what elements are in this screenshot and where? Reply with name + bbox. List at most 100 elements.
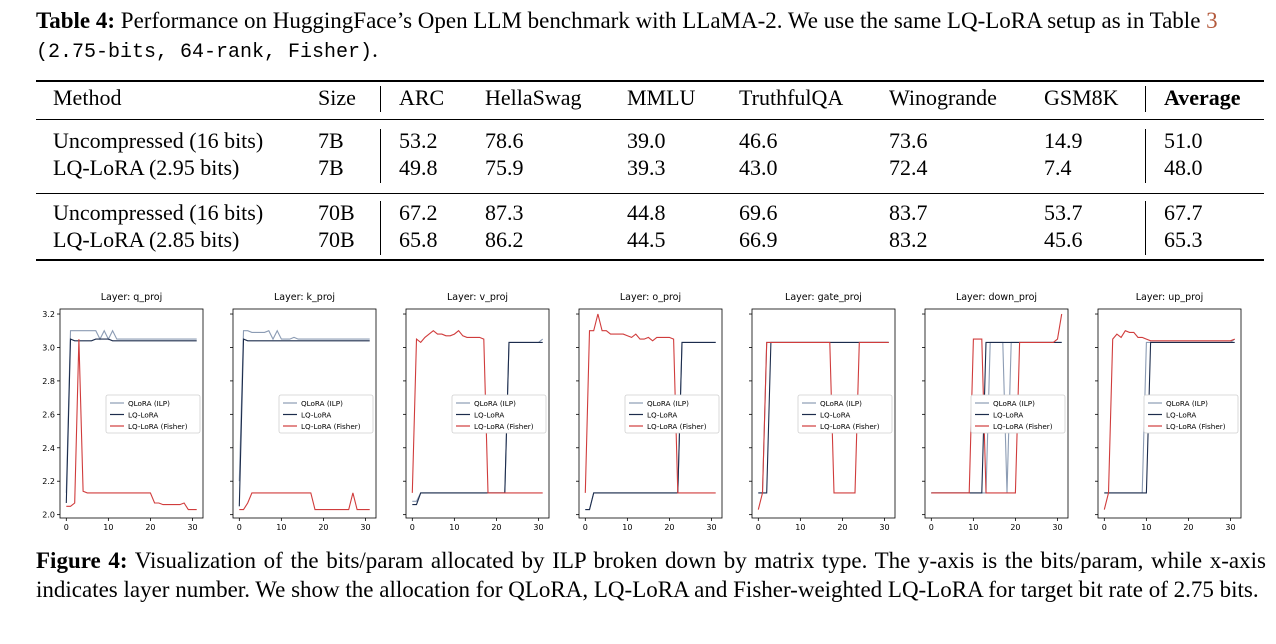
cell-hellaswag: 87.3 (485, 200, 524, 225)
x-tick-label: 30 (879, 523, 889, 532)
cell-method: Uncompressed (16 bits) (53, 128, 264, 153)
cell-truthfulqa: 66.9 (739, 227, 778, 252)
x-tick-label: 0 (583, 523, 588, 532)
cell-hellaswag: 78.6 (485, 128, 524, 153)
legend-label: LQ-LoRA (Fisher) (301, 422, 361, 431)
x-tick-label: 30 (1225, 523, 1235, 532)
x-tick-label: 10 (276, 523, 286, 532)
legend-label: LQ-LoRA (Fisher) (128, 422, 188, 431)
legend-label: QLoRA (ILP) (820, 399, 862, 408)
cell-method: LQ-LoRA (2.95 bits) (53, 155, 240, 180)
series-line (65, 329, 197, 493)
group-1-divider-right (1145, 129, 1146, 183)
plot-title: Layer: k_proj (274, 292, 335, 303)
plot-title: Layer: q_proj (101, 292, 163, 303)
header-divider-right (1145, 86, 1146, 112)
legend-box (1143, 394, 1239, 434)
plot-panel: Layer: gate_proj 0 10 20 30 QLoRA (ILP) LQ-LoR… (749, 292, 896, 532)
figure-caption-text: Visualization of the bits/param allocate… (36, 548, 1266, 602)
header-arc: ARC (399, 85, 445, 110)
cell-method: Uncompressed (16 bits) (53, 200, 264, 225)
y-tick-label: 2.2 (42, 477, 55, 486)
x-tick-label: 20 (1183, 523, 1193, 532)
series-line (757, 341, 889, 510)
x-tick-label: 0 (410, 523, 415, 532)
plot-title: Layer: o_proj (620, 292, 681, 303)
series-line (931, 313, 1063, 494)
table-header-rule (36, 119, 1264, 120)
legend-label: LQ-LoRA (Fisher) (993, 422, 1053, 431)
table-group-rule (36, 193, 1264, 194)
cell-truthfulqa: 43.0 (739, 155, 778, 180)
legend-label: LQ-LoRA (647, 410, 677, 419)
cell-average: 51.0 (1164, 128, 1203, 153)
legend-label: LQ-LoRA (Fisher) (474, 422, 534, 431)
plot-panel: Layer: q_proj 0 10 20 30 2.0 2.2 2.4 2.6 2.8 3.0 3.… (42, 292, 204, 532)
cell-mmlu: 44.5 (627, 227, 666, 252)
legend-label: QLoRA (ILP) (128, 399, 170, 408)
cell-truthfulqa: 69.6 (739, 200, 778, 225)
y-tick-label: 2.4 (42, 444, 55, 453)
x-tick-label: 10 (622, 523, 632, 532)
plot-title: Layer: v_proj (447, 292, 508, 303)
plot-panel: Layer: v_proj 0 10 20 30 QLoRA (ILP) LQ-LoRA LQ… (403, 292, 550, 532)
y-tick-label: 3.2 (42, 310, 55, 319)
header-gsm8k: GSM8K (1044, 85, 1119, 110)
legend-label: LQ-LoRA (128, 410, 158, 419)
cell-gsm8k: 53.7 (1044, 200, 1083, 225)
plot-panel: Layer: k_proj 0 10 20 30 QLoRA (ILP) LQ-LoRA LQ… (230, 292, 377, 532)
x-tick-label: 20 (1010, 523, 1020, 532)
header-divider-left (380, 86, 381, 112)
setup-parameters: (2.75-bits, 64-rank, Fisher) (36, 41, 373, 64)
cell-average: 48.0 (1164, 155, 1203, 180)
cell-hellaswag: 75.9 (485, 155, 524, 180)
legend-box (451, 394, 547, 434)
plot-panel: Layer: o_proj 0 10 20 30 QLoRA (ILP) LQ-LoRA LQ… (576, 292, 723, 532)
x-tick-label: 10 (449, 523, 459, 532)
x-tick-label: 20 (145, 523, 155, 532)
x-tick-label: 30 (706, 523, 716, 532)
cell-gsm8k: 45.6 (1044, 227, 1083, 252)
table-top-rule (36, 80, 1264, 82)
legend-label: LQ-LoRA (Fisher) (1166, 422, 1226, 431)
series-line (584, 313, 716, 494)
legend-box (105, 394, 201, 434)
x-tick-label: 10 (103, 523, 113, 532)
series-line (238, 338, 370, 507)
legend-label: QLoRA (ILP) (647, 399, 689, 408)
series-line (1103, 330, 1235, 510)
series-line (412, 341, 543, 506)
cell-size: 7B (318, 128, 344, 153)
header-size: Size (318, 85, 356, 110)
legend-label: LQ-LoRA (993, 410, 1023, 419)
plot-title: Layer: down_proj (956, 292, 1037, 303)
x-tick-label: 0 (64, 523, 69, 532)
caption-period: . (372, 37, 378, 62)
cell-average: 67.7 (1164, 200, 1203, 225)
table-label: Table 4: (36, 8, 116, 33)
x-tick-label: 0 (756, 523, 761, 532)
legend-label: LQ-LoRA (820, 410, 850, 419)
cell-mmlu: 39.0 (627, 128, 666, 153)
y-tick-label: 3.0 (42, 343, 55, 352)
table-reference-link[interactable]: 3 (1206, 8, 1218, 33)
x-tick-label: 10 (795, 523, 805, 532)
legend-box (970, 394, 1066, 434)
group-1-divider-left (380, 129, 381, 183)
series-line (1104, 341, 1235, 494)
cell-arc: 49.8 (399, 155, 438, 180)
bit-allocation-plots: Layer: q_proj 0 10 20 30 2.0 2.2 2.4 2.6 2.8 3.0 3.… (42, 292, 1242, 532)
legend-label: LQ-LoRA (1166, 410, 1196, 419)
series-line (238, 329, 370, 482)
series-line (411, 329, 543, 494)
cell-size: 7B (318, 155, 344, 180)
cell-hellaswag: 86.2 (485, 227, 524, 252)
legend-label: QLoRA (ILP) (1166, 399, 1208, 408)
table-bottom-rule (36, 259, 1264, 261)
cell-winogrande: 73.6 (889, 128, 928, 153)
header-winogrande: Winogrande (889, 85, 997, 110)
series-line (66, 339, 197, 511)
figure-label: Figure 4: (36, 548, 128, 573)
plot-title: Layer: up_proj (1136, 292, 1204, 303)
x-tick-label: 10 (1141, 523, 1151, 532)
